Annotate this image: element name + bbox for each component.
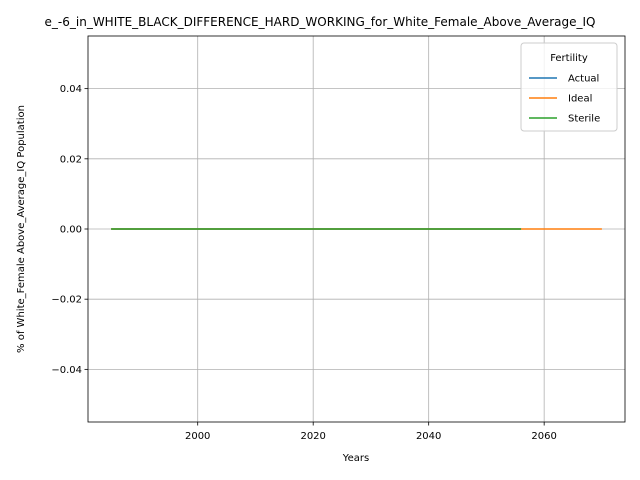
x-tick-label: 2040 — [416, 431, 441, 442]
legend: Fertility Actual Ideal Sterile — [520, 42, 618, 132]
legend-label-ideal: Ideal — [568, 94, 592, 105]
y-tick-label: 0.00 — [60, 225, 82, 236]
y-tick-label: 0.04 — [60, 84, 82, 95]
x-tick-label: 2020 — [300, 431, 325, 442]
y-axis-label: % of White_Female Above_Average_IQ Popul… — [16, 105, 27, 353]
legend-box — [520, 42, 618, 132]
legend-title: Fertility — [550, 53, 588, 64]
x-tick-label: 2000 — [185, 431, 210, 442]
legend-label-sterile: Sterile — [568, 114, 600, 125]
y-tick-label: −0.02 — [51, 295, 82, 306]
legend-label-actual: Actual — [568, 74, 599, 85]
y-tick-label: 0.02 — [60, 154, 82, 165]
chart-title: e_-6_in_WHITE_BLACK_DIFFERENCE_HARD_WORK… — [45, 15, 596, 29]
y-axis: −0.04 −0.02 0.00 0.02 0.04 — [51, 84, 88, 376]
x-axis-label: Years — [342, 453, 369, 464]
x-axis: 2000 2020 2040 2060 — [185, 422, 557, 442]
legend-entries: Actual Ideal Sterile — [529, 74, 600, 125]
x-tick-label: 2060 — [531, 431, 556, 442]
y-tick-label: −0.04 — [51, 365, 82, 376]
